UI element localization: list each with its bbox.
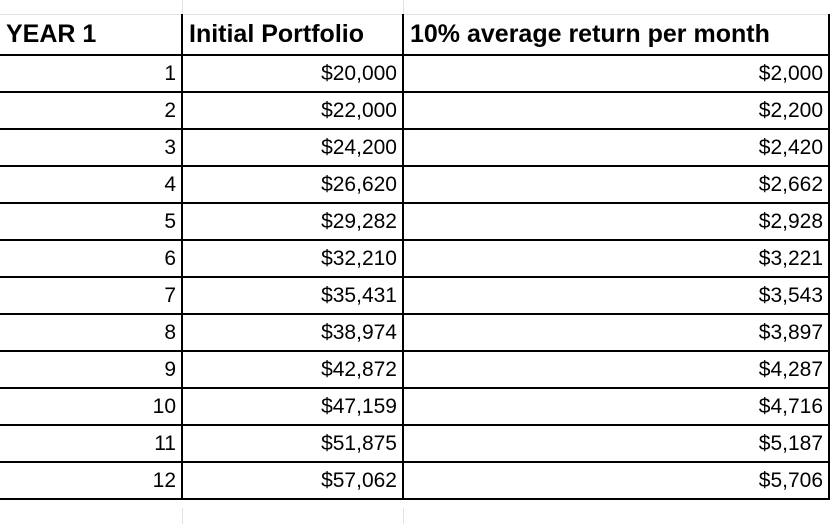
cell-portfolio[interactable]: $38,974: [182, 314, 404, 352]
cell-return[interactable]: $5,706: [403, 462, 830, 500]
table-row: 8 $38,974 $3,897: [0, 314, 830, 352]
cell-portfolio[interactable]: $20,000: [182, 55, 404, 93]
cell-return[interactable]: $3,221: [403, 240, 830, 278]
cell-portfolio[interactable]: $47,159: [182, 388, 404, 426]
cell-month[interactable]: 11: [0, 425, 183, 463]
gridline: [182, 508, 183, 524]
table-row: 4 $26,620 $2,662: [0, 166, 830, 204]
cell-portfolio[interactable]: $24,200: [182, 129, 404, 167]
header-cell-monthly-return[interactable]: 10% average return per month: [403, 14, 830, 56]
table-row: 1 $20,000 $2,000: [0, 55, 830, 93]
cell-return[interactable]: $3,543: [403, 277, 830, 315]
table-row: 2 $22,000 $2,200: [0, 92, 830, 130]
cell-return[interactable]: $5,187: [403, 425, 830, 463]
cell-return[interactable]: $2,000: [403, 55, 830, 93]
table-row: 5 $29,282 $2,928: [0, 203, 830, 241]
cell-return[interactable]: $2,662: [403, 166, 830, 204]
header-cell-initial-portfolio[interactable]: Initial Portfolio: [182, 14, 404, 56]
cell-month[interactable]: 7: [0, 277, 183, 315]
empty-row-below[interactable]: [0, 508, 830, 524]
cell-month[interactable]: 8: [0, 314, 183, 352]
cell-month[interactable]: 1: [0, 55, 183, 93]
gridline: [403, 508, 404, 524]
cell-month[interactable]: 5: [0, 203, 183, 241]
table-row: 3 $24,200 $2,420: [0, 129, 830, 167]
table-row: 9 $42,872 $4,287: [0, 351, 830, 389]
gridline: [182, 0, 183, 14]
cell-return[interactable]: $4,287: [403, 351, 830, 389]
table-row: 6 $32,210 $3,221: [0, 240, 830, 278]
header-row: YEAR 1 Initial Portfolio 10% average ret…: [0, 14, 830, 56]
header-cell-year[interactable]: YEAR 1: [0, 14, 183, 56]
cell-month[interactable]: 4: [0, 166, 183, 204]
cell-portfolio[interactable]: $26,620: [182, 166, 404, 204]
gridline: [403, 0, 404, 14]
cell-portfolio[interactable]: $29,282: [182, 203, 404, 241]
cell-month[interactable]: 9: [0, 351, 183, 389]
cell-month[interactable]: 6: [0, 240, 183, 278]
cell-return[interactable]: $3,897: [403, 314, 830, 352]
cell-month[interactable]: 2: [0, 92, 183, 130]
cell-portfolio[interactable]: $35,431: [182, 277, 404, 315]
cell-portfolio[interactable]: $57,062: [182, 462, 404, 500]
table-row: 10 $47,159 $4,716: [0, 388, 830, 426]
cell-return[interactable]: $2,928: [403, 203, 830, 241]
cell-month[interactable]: 10: [0, 388, 183, 426]
cell-month[interactable]: 12: [0, 462, 183, 500]
portfolio-table: YEAR 1 Initial Portfolio 10% average ret…: [0, 14, 830, 500]
cell-portfolio[interactable]: $22,000: [182, 92, 404, 130]
cell-return[interactable]: $2,200: [403, 92, 830, 130]
table-row: 11 $51,875 $5,187: [0, 425, 830, 463]
cell-return[interactable]: $4,716: [403, 388, 830, 426]
empty-row-above[interactable]: [0, 0, 830, 15]
cell-portfolio[interactable]: $51,875: [182, 425, 404, 463]
cell-return[interactable]: $2,420: [403, 129, 830, 167]
table-row: 7 $35,431 $3,543: [0, 277, 830, 315]
table-body: 1 $20,000 $2,000 2 $22,000 $2,200 3 $24,…: [0, 55, 830, 500]
cell-portfolio[interactable]: $42,872: [182, 351, 404, 389]
table-row: 12 $57,062 $5,706: [0, 462, 830, 500]
cell-month[interactable]: 3: [0, 129, 183, 167]
cell-portfolio[interactable]: $32,210: [182, 240, 404, 278]
